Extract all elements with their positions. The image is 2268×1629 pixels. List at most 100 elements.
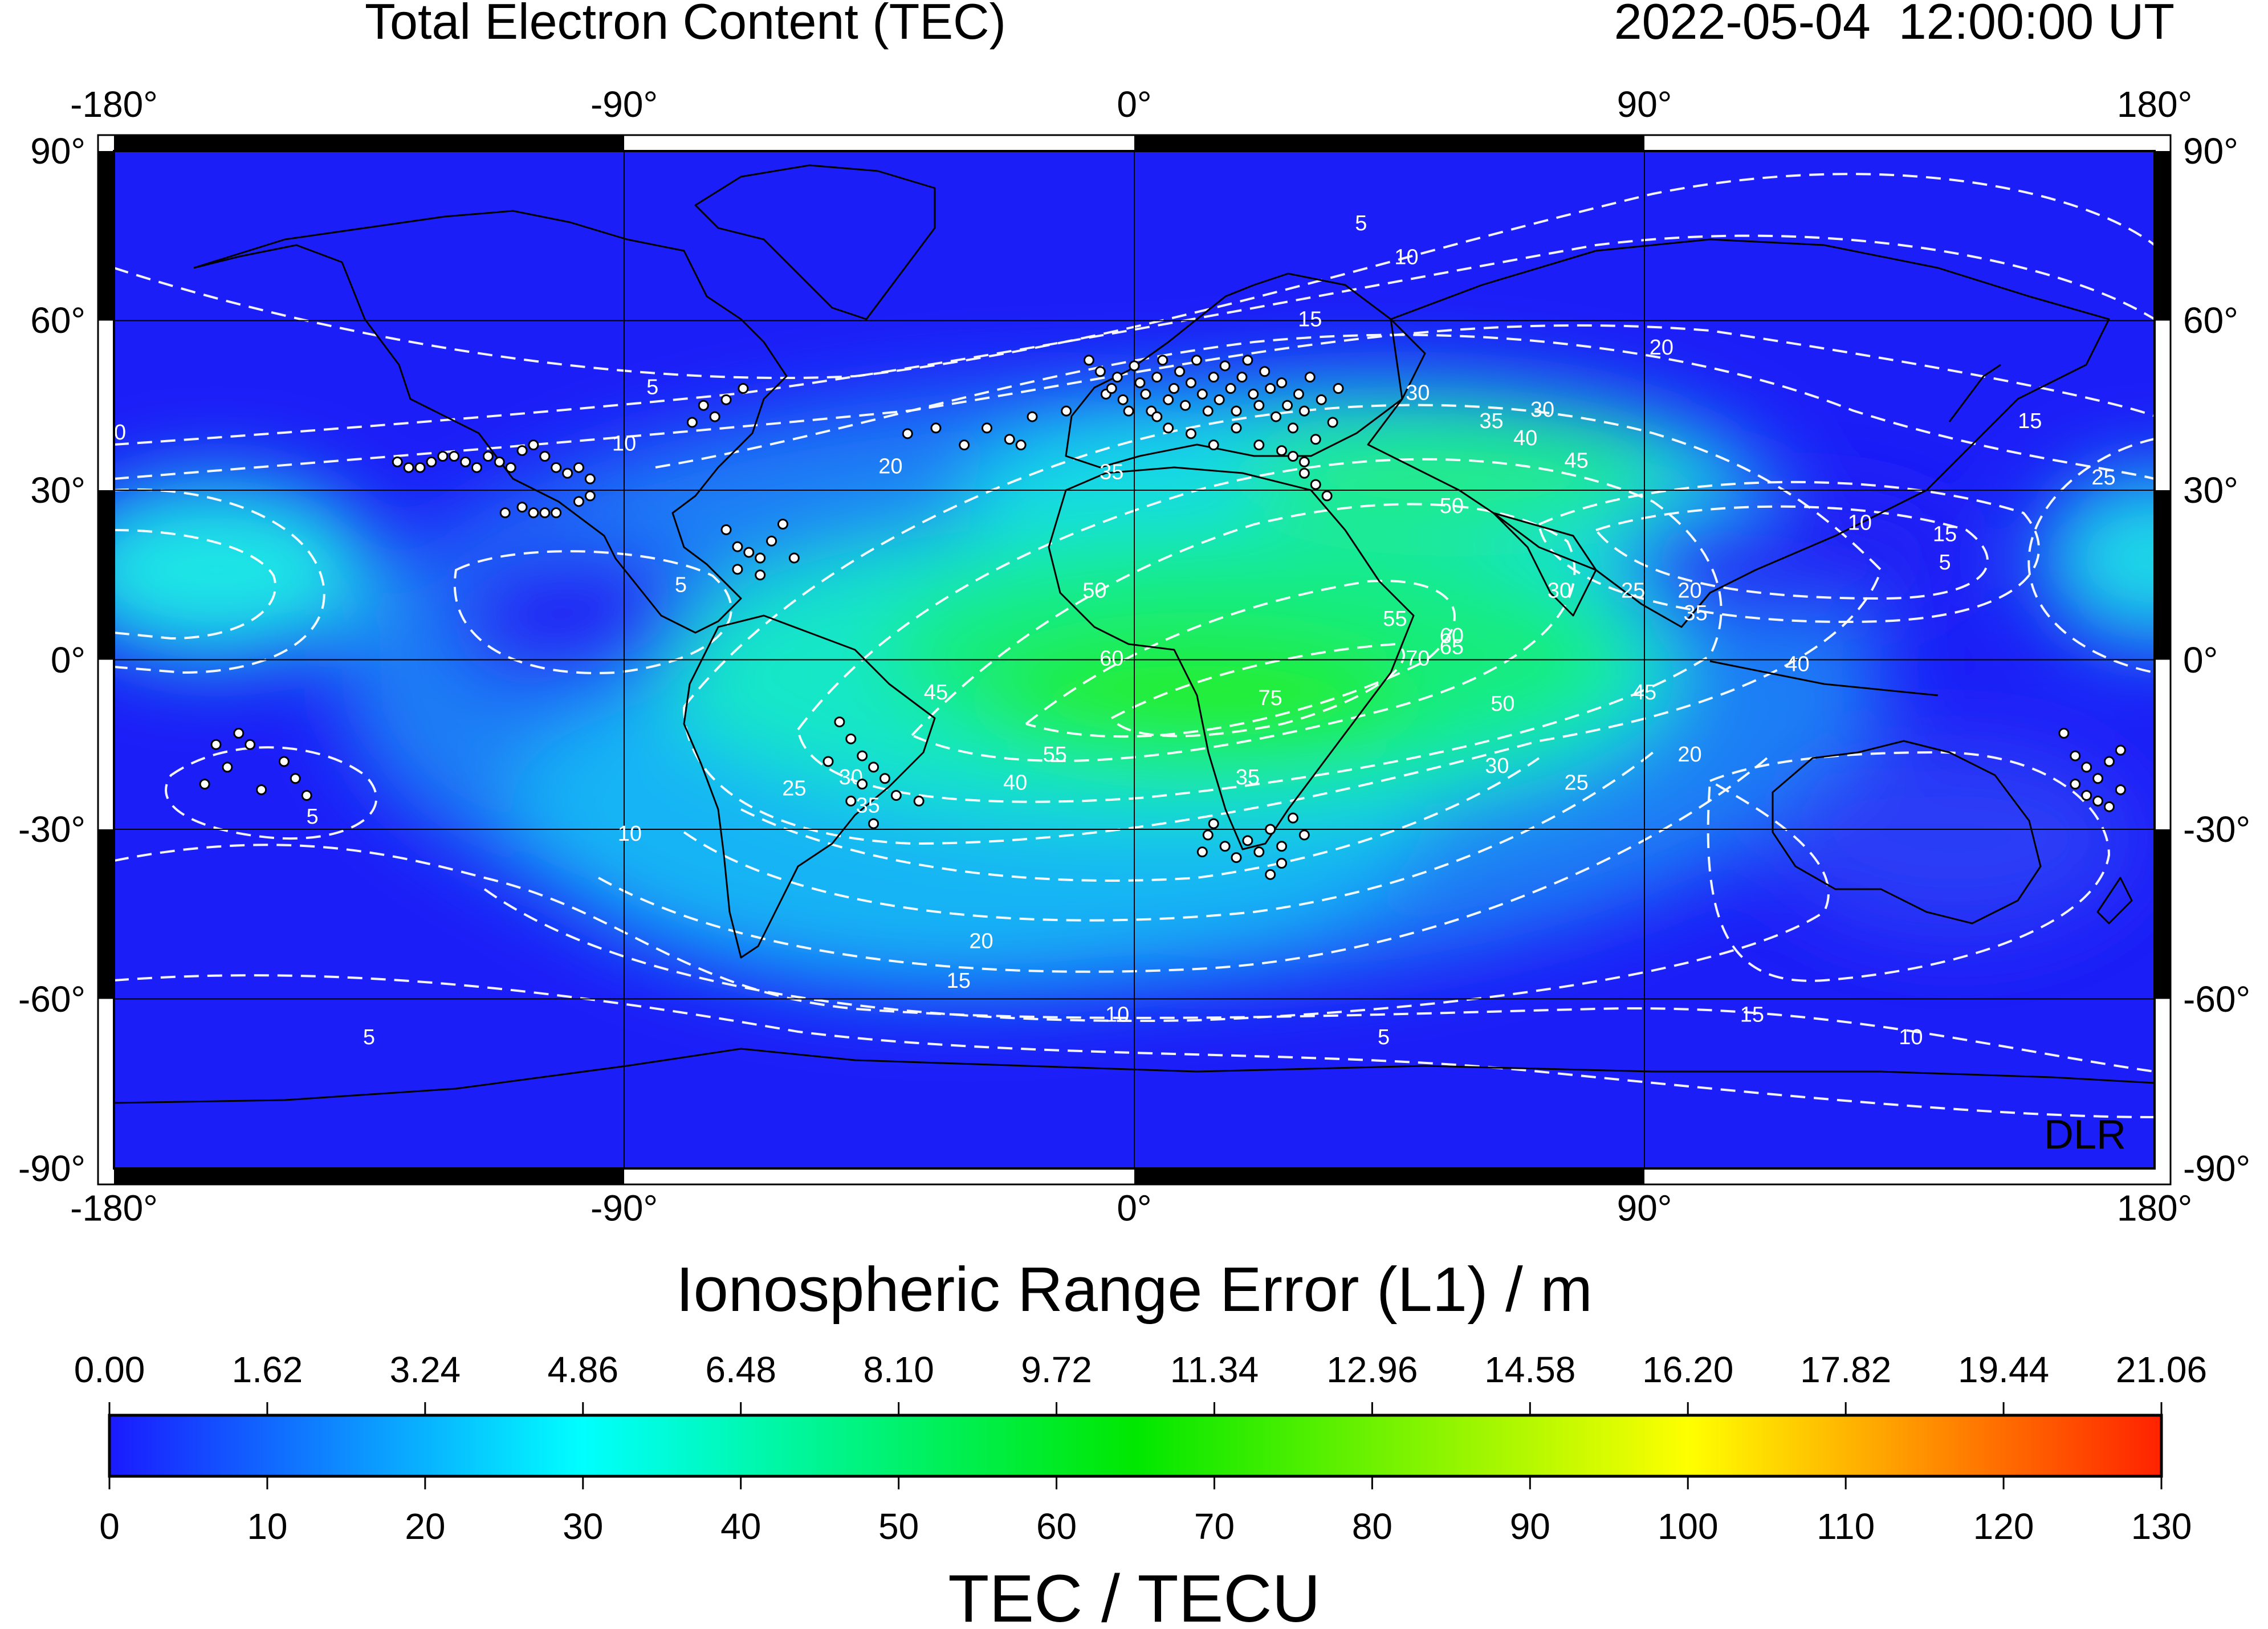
colorbar-bottom-tick-label: 90 (1510, 1506, 1550, 1547)
contour-label: 40 (1003, 771, 1027, 795)
contour-5-north (114, 173, 2155, 380)
gnss-station-marker (1298, 456, 1310, 467)
gnss-station-marker (1287, 422, 1298, 434)
coast-new-zealand (2096, 877, 2133, 925)
gnss-station-marker (199, 779, 210, 790)
coast-asia (1367, 238, 2110, 628)
gnss-station-marker (1231, 405, 1242, 417)
contour-label: 35 (856, 793, 879, 817)
contour-label: 65 (1440, 636, 1464, 659)
gnss-station-marker (2081, 761, 2092, 773)
contour-label: 15 (1740, 1003, 1764, 1027)
gnss-station-marker (1191, 355, 1202, 366)
contour-65-band (1110, 642, 1405, 738)
contour-5-america (454, 550, 732, 674)
gnss-station-marker (709, 411, 720, 422)
colorbar-tick-marks (108, 1402, 2163, 1489)
lat-label-right: 90° (2183, 131, 2238, 172)
gnss-station-marker (1004, 434, 1015, 445)
gnss-station-marker (471, 462, 482, 473)
contour-label: 55 (1383, 607, 1407, 631)
contour-15-south (483, 780, 1830, 1023)
contour-45-band (911, 503, 1576, 762)
gnss-station-marker (1157, 355, 1168, 366)
gnss-station-marker (1253, 846, 1265, 858)
gnss-station-marker (738, 383, 749, 394)
gnss-station-marker (1208, 818, 1219, 829)
gnss-station-marker (755, 552, 766, 564)
gnss-station-marker (1083, 355, 1094, 366)
coast-australia (1772, 740, 2042, 925)
colorbar-bottom-tick-label: 80 (1352, 1506, 1392, 1547)
gnss-station-marker (1265, 383, 1276, 394)
gnss-station-marker (1106, 383, 1117, 394)
contour-10-north (114, 234, 2155, 446)
gnss-station-marker (505, 462, 516, 473)
colorbar-gradient (108, 1414, 2163, 1478)
gnss-station-marker (1151, 372, 1163, 383)
gnss-station-marker (1298, 829, 1310, 841)
gnss-station-marker (2092, 795, 2104, 807)
colorbar-top-tick-label: 21.06 (2116, 1349, 2207, 1390)
contour-label: 30 (1530, 398, 1554, 422)
contour-label: 5 (1355, 211, 1367, 235)
gnss-station-marker (1293, 388, 1304, 400)
gnss-station-marker (845, 795, 857, 807)
lat-label-left: -90° (18, 1148, 85, 1189)
map-timestamp: 2022-05-04 12:00:00 UT (1614, 0, 2175, 50)
gnss-station-marker (1276, 858, 1288, 869)
coast-japan (1948, 364, 2001, 422)
lat-label-left: 90° (30, 131, 85, 172)
contour-label: 45 (1565, 449, 1589, 473)
lat-axis-right: 90° 60° 30° 0° -30° -60° -90° (2183, 131, 2250, 1189)
lon-axis-bottom: -180° -90° 0° 90° 180° (70, 1187, 2192, 1228)
gnss-station-marker (2103, 801, 2115, 812)
lat-label-right: -90° (2183, 1148, 2250, 1189)
gnss-station-marker (1287, 451, 1298, 462)
lon-label-top: 180° (2117, 84, 2192, 125)
contour-label: 35 (1236, 765, 1260, 789)
lon-label-top: -90° (591, 84, 658, 125)
contour-label: 60 (1440, 624, 1464, 648)
gnss-stations (199, 355, 2126, 880)
lat-label-left: -30° (18, 809, 85, 850)
tec-region-min-america (445, 541, 695, 690)
gnss-station-marker (1259, 366, 1271, 377)
lon-label-bottom: -90° (591, 1187, 658, 1228)
colorbar-top-tick-label: 4.86 (547, 1349, 618, 1390)
contour-label: 35 (1683, 601, 1707, 625)
tec-region-min-asia (1624, 496, 1966, 621)
contour-label: 15 (947, 969, 971, 993)
gnss-station-marker (879, 773, 890, 784)
gnss-station-marker (2058, 727, 2070, 739)
gnss-station-marker (1134, 377, 1146, 389)
gnss-station-marker (720, 524, 732, 535)
gnss-station-marker (499, 507, 511, 519)
coast-south-america (683, 614, 936, 959)
colorbar-top-ticks: 0.00 1.62 3.24 4.86 6.48 8.10 9.72 11.34 12.96 14… (74, 1349, 2207, 1390)
gnss-station-marker (290, 773, 301, 784)
contour-label: 25 (1565, 771, 1589, 795)
gnss-station-marker (392, 456, 403, 467)
contour-label: 25 (782, 777, 806, 801)
gnss-station-marker (732, 564, 743, 575)
colorbar-bottom-tick-label: 20 (405, 1506, 445, 1547)
gnss-station-marker (1321, 490, 1333, 502)
contour-15-north (114, 324, 2155, 480)
colorbar-top-tick-label: 6.48 (705, 1349, 776, 1390)
gnss-station-marker (1265, 824, 1276, 835)
gnss-station-marker (1271, 411, 1282, 422)
colorbar-bottom-title: TEC / TECU (948, 1561, 1320, 1629)
gnss-station-marker (278, 756, 290, 767)
gnss-station-marker (959, 439, 970, 451)
gnss-station-marker (1316, 394, 1327, 405)
colorbar-top-tick-label: 0.00 (74, 1349, 145, 1390)
contour-label: 5 (1939, 551, 1951, 575)
colorbar-top-tick-label: 14.58 (1484, 1349, 1575, 1390)
colorbar-top-tick-label: 12.96 (1326, 1349, 1418, 1390)
contour-label: 5 (1378, 1025, 1390, 1049)
lat-label-left: 30° (30, 470, 85, 511)
dlr-watermark: DLR (2044, 1112, 2126, 1158)
